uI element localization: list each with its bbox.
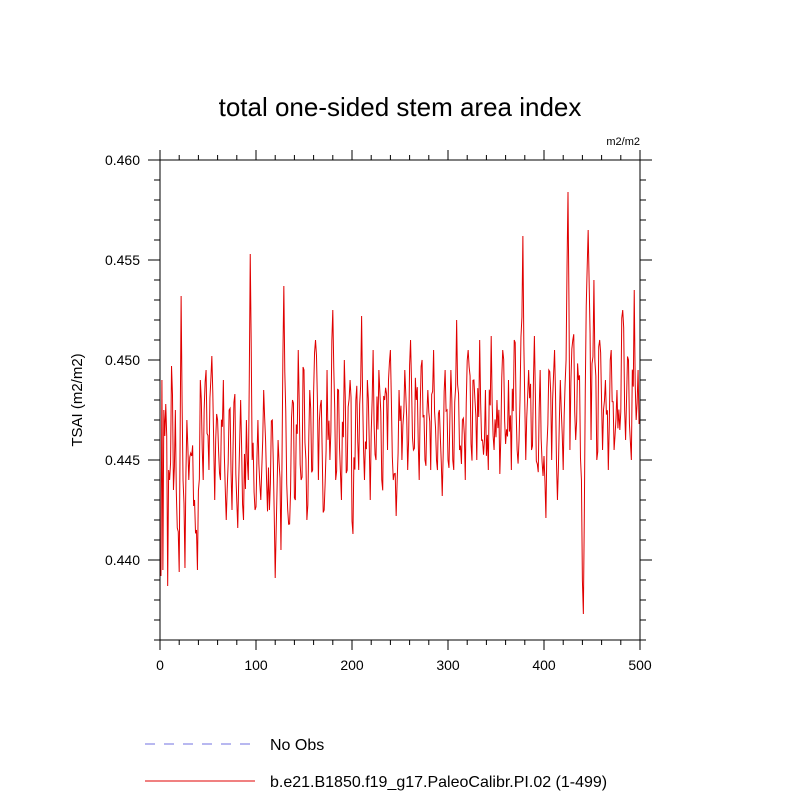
x-tick-label: 500: [628, 657, 652, 673]
chart-title: total one-sided stem area index: [219, 92, 582, 122]
x-tick-label: 0: [156, 657, 164, 673]
legend-label-model: b.e21.B1850.f19_g17.PaleoCalibr.PI.02 (1…: [270, 774, 607, 791]
y-tick-label: 0.455: [105, 252, 140, 268]
y-tick-label: 0.440: [105, 552, 140, 568]
x-tick-label: 400: [532, 657, 556, 673]
axis-ticks: [148, 150, 652, 650]
y-axis-label: TSAI (m2/m2): [69, 353, 86, 446]
legend-label-no-obs: No Obs: [270, 737, 324, 754]
y-tick-label: 0.460: [105, 152, 140, 168]
x-tick-label: 200: [340, 657, 364, 673]
legend: No Obs b.e21.B1850.f19_g17.PaleoCalibr.P…: [145, 737, 607, 791]
y-tick-label: 0.450: [105, 352, 140, 368]
plot-frame: [159, 159, 641, 641]
series-line-model: [160, 191, 640, 615]
x-tick-label: 100: [244, 657, 268, 673]
axis-tick-labels: 0 100 200 300 400 500 0.440 0.445 0.450 0.455 0.46…: [105, 152, 652, 673]
plot-area: [160, 191, 640, 615]
units-label: m2/m2: [606, 136, 640, 148]
x-tick-label: 300: [436, 657, 460, 673]
y-tick-label: 0.445: [105, 452, 140, 468]
